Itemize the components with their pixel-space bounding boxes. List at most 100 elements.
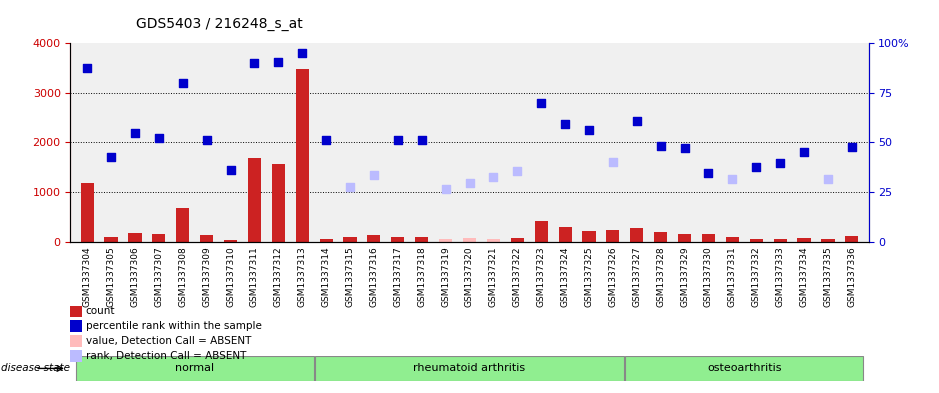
Point bbox=[748, 164, 763, 171]
Text: GSM1337316: GSM1337316 bbox=[369, 246, 378, 307]
Bar bbox=[534, 221, 547, 242]
Bar bbox=[367, 235, 380, 242]
Point bbox=[606, 159, 621, 165]
Bar bbox=[607, 230, 620, 242]
Point bbox=[677, 145, 692, 151]
Bar bbox=[76, 356, 314, 381]
Text: GSM1337330: GSM1337330 bbox=[704, 246, 713, 307]
Text: percentile rank within the sample: percentile rank within the sample bbox=[85, 321, 262, 331]
Point bbox=[295, 50, 310, 56]
Bar bbox=[129, 233, 142, 242]
Text: GSM1337331: GSM1337331 bbox=[728, 246, 737, 307]
Text: GSM1337325: GSM1337325 bbox=[584, 246, 593, 307]
Text: GSM1337327: GSM1337327 bbox=[632, 246, 641, 307]
Point bbox=[247, 60, 262, 66]
Text: normal: normal bbox=[176, 364, 214, 373]
Bar bbox=[559, 227, 572, 242]
Bar bbox=[392, 237, 405, 242]
Point bbox=[128, 129, 143, 136]
Point bbox=[581, 127, 596, 133]
Bar bbox=[511, 238, 524, 242]
Bar bbox=[315, 356, 624, 381]
Bar bbox=[630, 228, 643, 242]
Text: GSM1337328: GSM1337328 bbox=[656, 246, 665, 307]
Point bbox=[343, 184, 358, 190]
Point bbox=[366, 172, 381, 178]
Bar bbox=[70, 350, 82, 362]
Text: GSM1337321: GSM1337321 bbox=[489, 246, 498, 307]
Text: GSM1337313: GSM1337313 bbox=[298, 246, 307, 307]
Text: GSM1337310: GSM1337310 bbox=[226, 246, 235, 307]
Text: GSM1337311: GSM1337311 bbox=[250, 246, 259, 307]
Text: GSM1337332: GSM1337332 bbox=[752, 246, 761, 307]
Bar bbox=[654, 232, 668, 242]
Bar bbox=[70, 335, 82, 347]
Point bbox=[318, 137, 333, 143]
Text: GSM1337333: GSM1337333 bbox=[776, 246, 785, 307]
Bar bbox=[296, 69, 309, 242]
Point bbox=[510, 168, 525, 174]
Text: GSM1337324: GSM1337324 bbox=[561, 246, 570, 307]
Text: GSM1337320: GSM1337320 bbox=[465, 246, 474, 307]
Text: GSM1337304: GSM1337304 bbox=[83, 246, 92, 307]
Text: GDS5403 / 216248_s_at: GDS5403 / 216248_s_at bbox=[136, 17, 303, 31]
Text: GSM1337315: GSM1337315 bbox=[346, 246, 355, 307]
Bar bbox=[344, 237, 357, 242]
Point bbox=[223, 167, 239, 173]
Text: GSM1337319: GSM1337319 bbox=[441, 246, 450, 307]
Text: value, Detection Call = ABSENT: value, Detection Call = ABSENT bbox=[85, 336, 251, 346]
Bar bbox=[271, 164, 285, 242]
Bar bbox=[248, 158, 261, 242]
Bar bbox=[845, 236, 858, 242]
Point bbox=[391, 137, 406, 143]
Point bbox=[270, 59, 285, 65]
Text: GSM1337314: GSM1337314 bbox=[322, 246, 331, 307]
Point bbox=[176, 80, 191, 86]
Bar bbox=[625, 356, 863, 381]
Point bbox=[796, 149, 811, 156]
Bar bbox=[749, 239, 762, 242]
Text: GSM1337335: GSM1337335 bbox=[824, 246, 833, 307]
Text: GSM1337322: GSM1337322 bbox=[513, 246, 522, 307]
Bar bbox=[701, 234, 715, 242]
Point bbox=[558, 121, 573, 127]
Bar bbox=[224, 240, 238, 242]
Bar bbox=[200, 235, 213, 242]
Text: GSM1337308: GSM1337308 bbox=[178, 246, 187, 307]
Text: GSM1337309: GSM1337309 bbox=[202, 246, 211, 307]
Bar bbox=[70, 320, 82, 332]
Text: GSM1337305: GSM1337305 bbox=[106, 246, 115, 307]
Bar bbox=[463, 238, 476, 242]
Text: rank, Detection Call = ABSENT: rank, Detection Call = ABSENT bbox=[85, 351, 246, 361]
Text: GSM1337307: GSM1337307 bbox=[154, 246, 163, 307]
Bar bbox=[439, 239, 453, 242]
Bar bbox=[726, 237, 739, 242]
Point bbox=[80, 65, 95, 71]
Point bbox=[725, 176, 740, 182]
Point bbox=[533, 99, 548, 106]
Text: GSM1337312: GSM1337312 bbox=[274, 246, 283, 307]
Text: disease state: disease state bbox=[1, 364, 69, 373]
Point bbox=[199, 137, 214, 143]
Point bbox=[844, 144, 859, 151]
Point bbox=[654, 143, 669, 150]
Bar bbox=[774, 239, 787, 242]
Text: GSM1337306: GSM1337306 bbox=[131, 246, 140, 307]
Bar bbox=[678, 234, 691, 242]
Bar bbox=[319, 239, 332, 242]
Bar bbox=[486, 239, 500, 242]
Point bbox=[439, 185, 454, 192]
Point bbox=[462, 180, 477, 186]
Bar bbox=[81, 183, 94, 242]
Text: GSM1337326: GSM1337326 bbox=[608, 246, 617, 307]
Point bbox=[414, 137, 429, 143]
Text: count: count bbox=[85, 307, 115, 316]
Text: osteoarthritis: osteoarthritis bbox=[707, 364, 781, 373]
Bar bbox=[822, 239, 835, 242]
Point bbox=[485, 174, 500, 180]
Bar bbox=[70, 306, 82, 318]
Point bbox=[151, 134, 166, 141]
Bar bbox=[797, 238, 810, 242]
Text: rheumatoid arthritis: rheumatoid arthritis bbox=[413, 364, 526, 373]
Bar bbox=[104, 237, 117, 242]
